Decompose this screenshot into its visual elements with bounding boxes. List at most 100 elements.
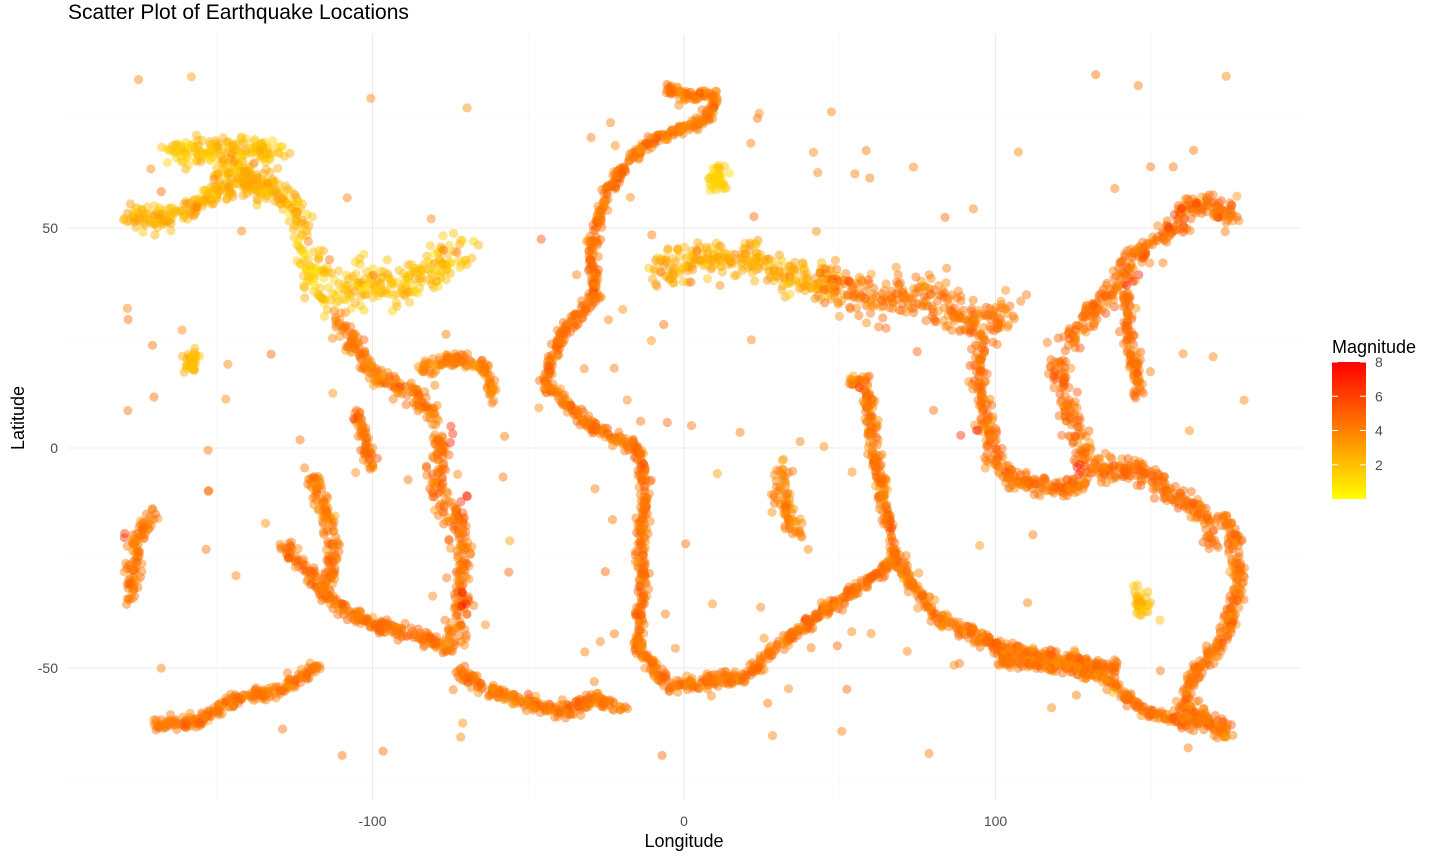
earthquake-point [266, 149, 276, 159]
earthquake-point [154, 213, 164, 223]
earthquake-point [941, 322, 951, 332]
earthquake-point [716, 674, 726, 684]
earthquake-point [428, 492, 438, 502]
earthquake-point [319, 265, 329, 275]
earthquake-point [296, 229, 306, 239]
earthquake-point [322, 262, 332, 272]
earthquake-point [421, 461, 431, 471]
earthquake-point [361, 283, 371, 293]
earthquake-point [449, 589, 460, 599]
earthquake-point [158, 219, 168, 229]
earthquake-point [207, 192, 217, 202]
earthquake-point [220, 186, 230, 196]
earthquake-point [260, 137, 270, 147]
earthquake-point [424, 265, 434, 275]
earthquake-point [239, 163, 249, 174]
earthquake-point [322, 506, 332, 516]
earthquake-point [292, 209, 302, 220]
earthquake-point [251, 185, 261, 195]
earthquake-point [794, 622, 804, 633]
earthquake-point [173, 141, 183, 151]
earthquake-point [279, 186, 289, 196]
earthquake-point [130, 217, 140, 227]
earthquake-point [198, 201, 208, 211]
earthquake-point [463, 673, 473, 683]
earthquake-point [125, 216, 135, 226]
earthquake-point [976, 635, 987, 645]
earthquake-point [407, 287, 418, 297]
earthquake-point [378, 286, 388, 296]
earthquake-point [189, 211, 199, 221]
earthquake-point [181, 151, 191, 161]
earthquake-point [172, 147, 182, 157]
earthquake-point [348, 329, 358, 339]
earthquake-point [285, 148, 295, 158]
earthquake-point [268, 176, 278, 186]
earthquake-point [867, 300, 877, 310]
earthquake-point [435, 254, 445, 265]
earthquake-point [460, 255, 470, 265]
earthquake-point [402, 274, 412, 284]
earthquake-point [197, 135, 207, 145]
earthquake-point [300, 463, 310, 473]
earthquake-point [322, 305, 332, 315]
earthquake-points [119, 70, 1249, 761]
earthquake-point [319, 529, 329, 540]
earthquake-point [1106, 465, 1116, 475]
earthquake-point [901, 307, 911, 317]
earthquake-point [489, 381, 499, 391]
earthquake-point [636, 643, 646, 653]
earthquake-point [921, 316, 931, 326]
earthquake-point [218, 164, 228, 174]
earthquake-point [241, 175, 251, 186]
earthquake-point [263, 179, 273, 189]
earthquake-point [341, 295, 351, 305]
earthquake-point [217, 158, 227, 168]
earthquake-point [137, 205, 147, 216]
earthquake-point [784, 261, 794, 271]
earthquake-point [162, 157, 172, 168]
earthquake-point [261, 148, 271, 158]
earthquake-point [211, 184, 221, 194]
earthquake-point [183, 160, 193, 170]
earthquake-point [212, 187, 222, 197]
earthquake-point [312, 267, 322, 277]
earthquake-point [295, 243, 305, 254]
earthquake-point [353, 332, 363, 342]
earthquake-point [386, 277, 396, 288]
earthquake-point [782, 637, 793, 647]
earthquake-point [265, 167, 275, 177]
earthquake-point [355, 407, 365, 417]
earthquake-point [200, 194, 210, 204]
earthquake-point [367, 285, 377, 295]
earthquake-point [259, 177, 269, 187]
earthquake-point [172, 139, 183, 149]
earthquake-point [365, 272, 375, 282]
earthquake-point [261, 194, 272, 204]
earthquake-point [879, 286, 889, 296]
earthquake-point [391, 298, 401, 308]
earthquake-point [457, 236, 468, 246]
earthquake-point [252, 170, 262, 180]
earthquake-point [191, 206, 201, 217]
earthquake-point [261, 175, 271, 185]
earthquake-point [919, 291, 929, 301]
earthquake-point [258, 189, 268, 199]
earthquake-point [244, 169, 254, 179]
earthquake-point [255, 181, 265, 191]
earthquake-point [309, 273, 320, 283]
earthquake-point [178, 157, 188, 167]
earthquake-point [222, 179, 232, 189]
earthquake-point [267, 187, 277, 197]
earthquake-point [279, 151, 289, 161]
earthquake-point [318, 294, 328, 304]
earthquake-point [295, 258, 305, 268]
earthquake-point [248, 159, 258, 170]
earthquake-point [334, 266, 344, 276]
earthquake-point [125, 199, 135, 209]
earthquake-point [331, 298, 341, 308]
earthquake-point [273, 147, 283, 157]
earthquake-point [566, 400, 576, 410]
earthquake-point [183, 214, 193, 224]
earthquake-point [304, 221, 314, 231]
